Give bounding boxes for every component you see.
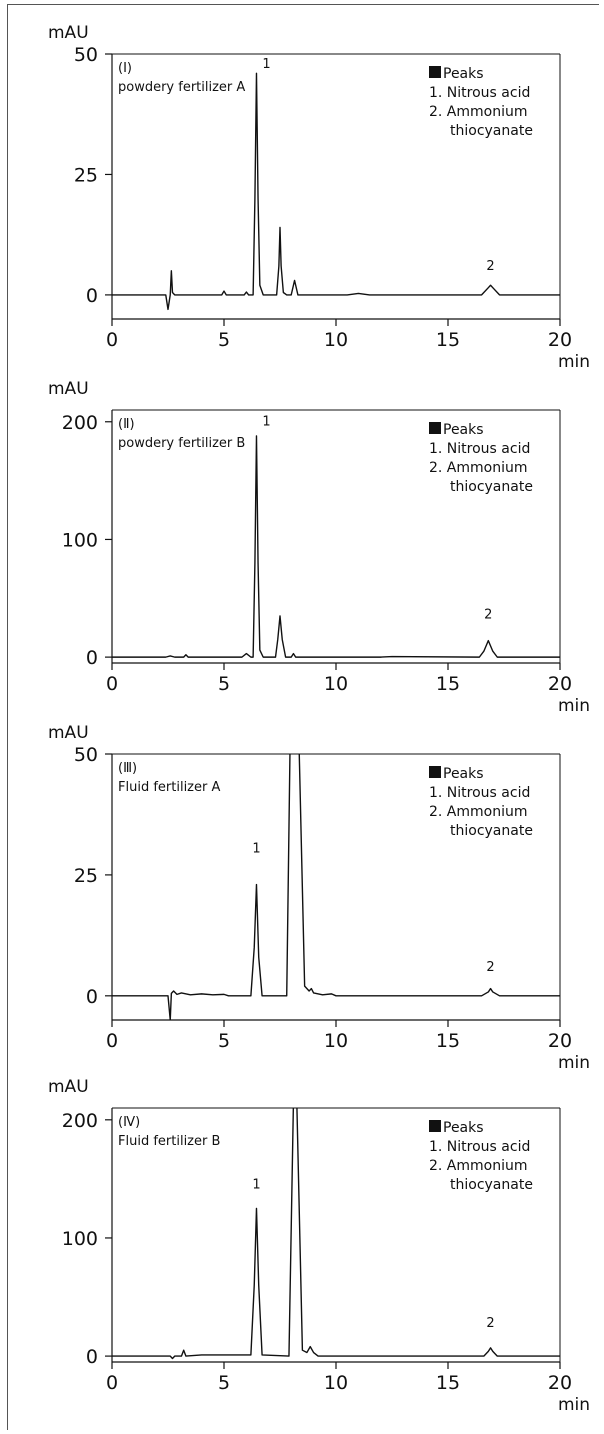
legend-title: Peaks	[443, 422, 484, 438]
legend-item: 2. Ammonium	[429, 1158, 528, 1174]
x-tick-label: 10	[324, 329, 348, 351]
x-tick-label: 20	[548, 329, 572, 351]
x-tick-label: 0	[106, 673, 118, 695]
peak-label: 1	[252, 1178, 260, 1193]
legend-item: thiocyanate	[450, 823, 533, 839]
legend-item: 1. Nitrous acid	[429, 785, 530, 801]
x-tick-label: 5	[218, 1030, 230, 1052]
legend-item: 2. Ammonium	[429, 804, 528, 820]
panel-label: (Ⅰ)	[118, 61, 132, 76]
x-tick-label: 20	[548, 673, 572, 695]
peak-label: 2	[486, 960, 494, 975]
legend-item: thiocyanate	[450, 1177, 533, 1193]
x-axis-unit: min	[558, 696, 590, 716]
legend-item: thiocyanate	[450, 123, 533, 139]
sample-name: powdery fertilizer B	[118, 436, 245, 451]
legend-item: 1. Nitrous acid	[429, 85, 530, 101]
legend-title: Peaks	[443, 1120, 484, 1136]
y-tick-label: 25	[74, 164, 98, 186]
sample-name: Fluid fertilizer B	[118, 1134, 220, 1149]
peak-label: 1	[262, 415, 270, 430]
figure-frame	[7, 4, 599, 1430]
peak-label: 2	[484, 608, 492, 623]
y-tick-label: 0	[86, 285, 98, 307]
y-tick-label: 50	[74, 744, 98, 766]
chromatogram-trace	[112, 435, 560, 658]
legend-marker	[429, 766, 441, 778]
x-axis-unit: min	[558, 352, 590, 372]
x-tick-label: 0	[106, 1372, 118, 1394]
chromatogram-trace	[112, 1108, 560, 1360]
peak-label: 2	[486, 259, 494, 274]
panel-label: (Ⅲ)	[118, 761, 137, 776]
sample-name: Fluid fertilizer A	[118, 780, 220, 795]
y-tick-label: 100	[62, 1228, 98, 1250]
y-tick-label: 50	[74, 44, 98, 66]
x-tick-label: 0	[106, 329, 118, 351]
peak-label: 1	[262, 57, 270, 72]
peak-label: 1	[252, 841, 260, 856]
x-tick-label: 10	[324, 1030, 348, 1052]
sample-name: powdery fertilizer A	[118, 80, 245, 95]
y-tick-label: 25	[74, 865, 98, 887]
x-tick-label: 15	[436, 329, 460, 351]
legend-marker	[429, 422, 441, 434]
x-tick-label: 20	[548, 1372, 572, 1394]
x-tick-label: 0	[106, 1030, 118, 1052]
x-tick-label: 15	[436, 1030, 460, 1052]
legend-item: 2. Ammonium	[429, 460, 528, 476]
x-tick-label: 15	[436, 673, 460, 695]
y-tick-label: 0	[86, 986, 98, 1008]
y-tick-label: 0	[86, 1346, 98, 1368]
y-axis-unit: mAU	[48, 723, 89, 743]
legend-item: thiocyanate	[450, 479, 533, 495]
x-tick-label: 10	[324, 1372, 348, 1394]
legend-marker	[429, 1120, 441, 1132]
legend-title: Peaks	[443, 66, 484, 82]
y-tick-label: 0	[86, 647, 98, 669]
y-axis-unit: mAU	[48, 379, 89, 399]
x-tick-label: 20	[548, 1030, 572, 1052]
legend-title: Peaks	[443, 766, 484, 782]
y-axis-unit: mAU	[48, 23, 89, 43]
legend-item: 1. Nitrous acid	[429, 441, 530, 457]
chromatogram-trace	[112, 754, 560, 1020]
x-tick-label: 10	[324, 673, 348, 695]
x-axis-unit: min	[558, 1395, 590, 1415]
peak-label: 2	[486, 1316, 494, 1331]
panel-label: (Ⅳ)	[118, 1115, 140, 1130]
y-axis-unit: mAU	[48, 1077, 89, 1097]
y-tick-label: 200	[62, 1110, 98, 1132]
x-tick-label: 5	[218, 673, 230, 695]
legend-item: 2. Ammonium	[429, 104, 528, 120]
legend-marker	[429, 66, 441, 78]
x-tick-label: 5	[218, 329, 230, 351]
x-tick-label: 15	[436, 1372, 460, 1394]
x-tick-label: 5	[218, 1372, 230, 1394]
legend-item: 1. Nitrous acid	[429, 1139, 530, 1155]
y-tick-label: 200	[62, 412, 98, 434]
y-tick-label: 100	[62, 529, 98, 551]
x-axis-unit: min	[558, 1053, 590, 1073]
panel-label: (Ⅱ)	[118, 417, 135, 432]
chromatogram-trace	[112, 72, 560, 311]
